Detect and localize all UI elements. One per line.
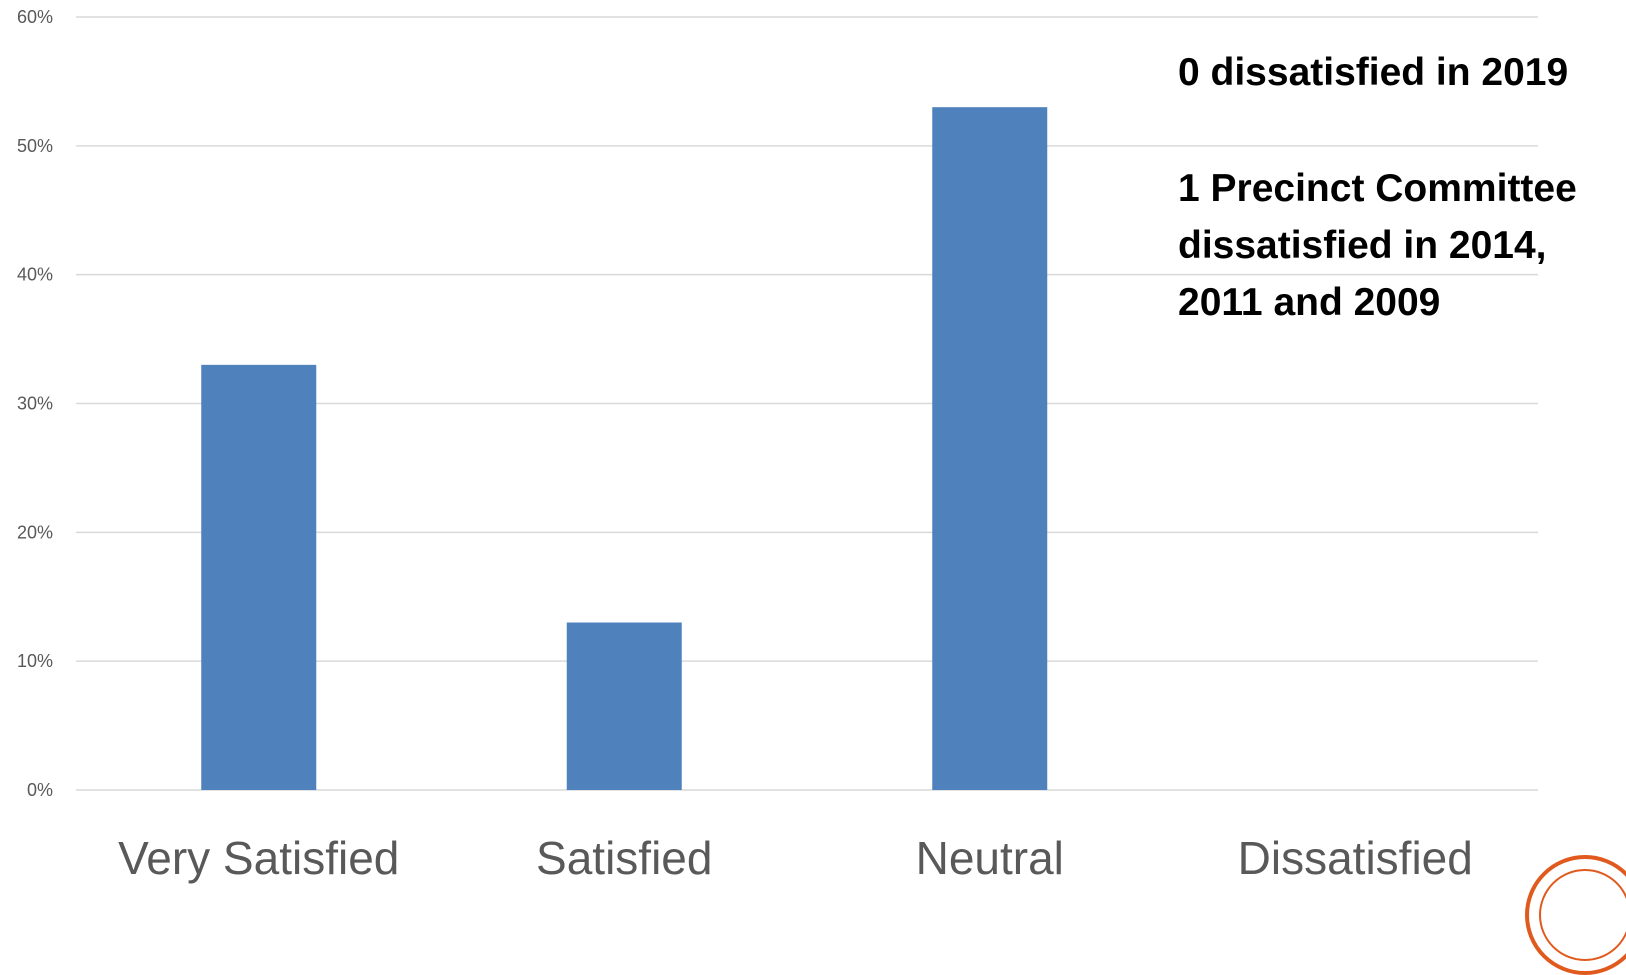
y-tick-label-60: 60% bbox=[17, 7, 53, 27]
y-tick-label-10: 10% bbox=[17, 651, 53, 671]
y-tick-label-30: 30% bbox=[17, 394, 53, 414]
y-tick-label-0: 0% bbox=[27, 780, 53, 800]
bar-chart: 0% 10% 20% 30% 40% 50% 60% Very Satisfied Satis… bbox=[17, 7, 1538, 884]
annotation-prior-years: 1 Precinct Committee dissatisfied in 201… bbox=[1178, 167, 1577, 324]
category-label-neutral: Neutral bbox=[916, 832, 1064, 884]
y-tick-label-20: 20% bbox=[17, 522, 53, 542]
category-label-satisfied: Satisfied bbox=[536, 832, 712, 884]
category-labels: Very Satisfied Satisfied Neutral Dissatisfi… bbox=[118, 832, 1473, 884]
seal-inner-ring bbox=[1539, 869, 1626, 961]
bar-very-satisfied bbox=[201, 364, 317, 790]
category-label-very-satisfied: Very Satisfied bbox=[118, 832, 399, 884]
annotation-2019: 0 dissatisfied in 2019 bbox=[1178, 51, 1569, 94]
y-tick-label-40: 40% bbox=[17, 265, 53, 285]
bar-satisfied bbox=[566, 622, 682, 790]
gridlines bbox=[76, 16, 1538, 791]
bars bbox=[201, 107, 1048, 790]
y-axis-tick-labels: 0% 10% 20% 30% 40% 50% 60% bbox=[17, 7, 53, 800]
bar-neutral bbox=[932, 107, 1048, 790]
category-label-dissatisfied: Dissatisfied bbox=[1238, 832, 1473, 884]
y-tick-label-50: 50% bbox=[17, 136, 53, 156]
